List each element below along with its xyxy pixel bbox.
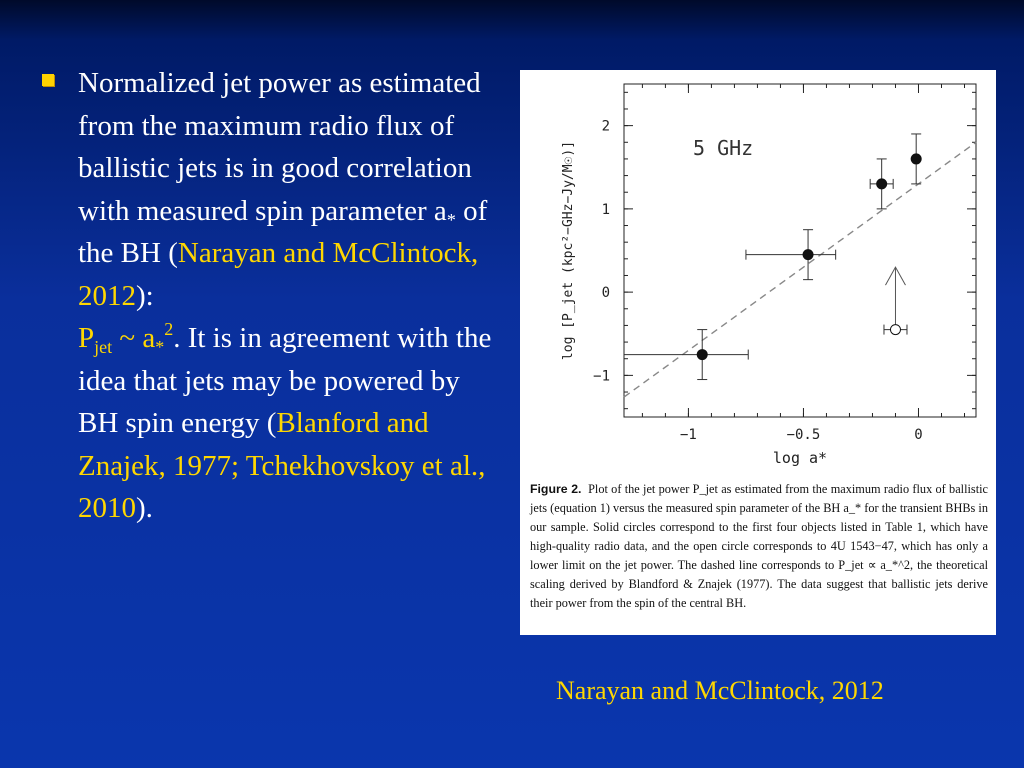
data-point [910,153,922,165]
formula-jet-subscript: jet [94,337,113,357]
formula-mid: ~ a [112,322,156,354]
chart-annotation: 5 GHz [693,136,753,160]
bullet-text-part2: ): [136,279,154,312]
plot-frame [623,83,977,418]
x-tick-label: 0 [914,427,922,443]
y-axis-label: log [P_jet (kpc²−GHz−Jy/M☉)] [561,141,576,360]
caption-text: Plot of the jet power P_jet as estimated… [530,482,988,610]
bullet-text-tail: of the BH ( [78,194,488,270]
figure-panel: −1 −0.5 0 −1 0 1 2 log a* log [P_jet (kpc²−GHz−J… [520,70,996,635]
y-tick-label: 2 [602,119,610,135]
bullet-text-part3: . It is in agreement with the idea that … [78,322,492,439]
reference-line [623,141,977,398]
lower-limit-arrow-head [885,266,906,286]
data-point [802,249,814,261]
footer-citation: Narayan and McClintock, 2012 [556,676,884,705]
bullet-text: Normalized jet power as estimated from t… [78,62,500,530]
bullet-text-part4: ). [136,492,153,524]
y-tick-label: −1 [593,368,610,384]
square-bullet-icon [42,74,54,86]
formula-p: P [78,322,95,354]
x-tick-label: −1 [680,427,697,443]
data-point [889,324,901,336]
spin-subscript: * [446,209,456,230]
formula-exponent: 2 [164,319,174,339]
citation-narayan: Narayan and McClintock, 2012 [78,237,479,312]
caption-label: Figure 2. [530,482,582,496]
bullet-text-part1: Normalized jet power as estimated from t… [78,67,481,227]
bullet-block: Normalized jet power as estimated from t… [40,62,500,530]
y-tick-label: 0 [602,285,610,301]
citation-blandford: Blanford and Znajek, 1977; Tchekhovskoy … [78,407,486,524]
scatter-chart: −1 −0.5 0 −1 0 1 2 log a* log [P_jet (kpc²−GHz−J… [561,83,977,467]
x-tick-label: −0.5 [787,427,821,443]
data-point [876,178,888,190]
y-tick-label: 1 [602,202,610,218]
formula-star-subscript: * [155,337,165,357]
figure-caption: Figure 2. Plot of the jet power P_jet as… [530,480,988,613]
x-axis-label: log a* [773,449,827,467]
data-point [696,349,708,361]
